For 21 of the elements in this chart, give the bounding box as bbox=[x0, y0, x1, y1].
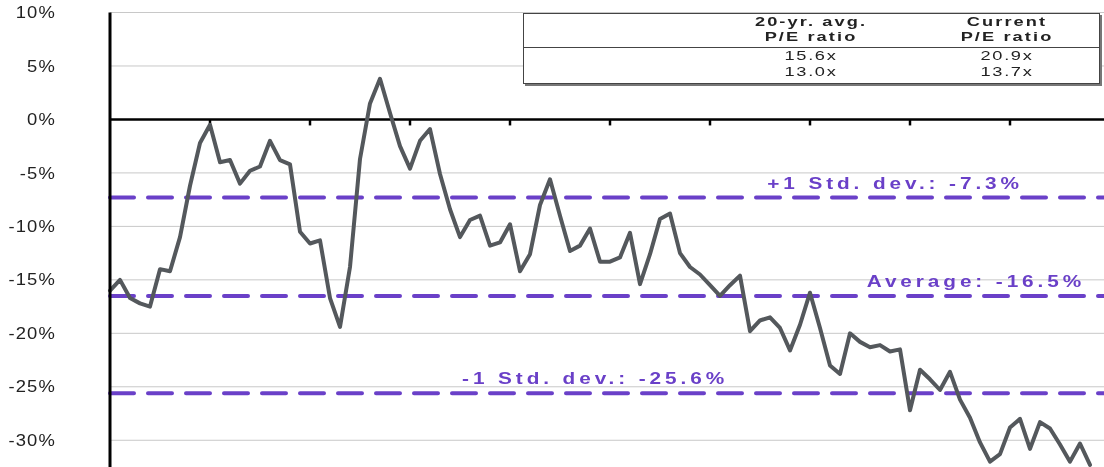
y-tick-label: -30% bbox=[8, 431, 56, 450]
y-tick-label: -10% bbox=[8, 217, 56, 236]
ref-line-label: +1 Std. dev.: -7.3% bbox=[767, 173, 1023, 192]
annotation: P/E ratio bbox=[960, 29, 1054, 44]
y-tick-label: -25% bbox=[8, 377, 56, 397]
y-tick-label: 10% bbox=[15, 3, 56, 22]
annotation: 13.0x bbox=[784, 64, 838, 79]
y-tick-label: -5% bbox=[19, 163, 56, 183]
y-tick-label: -20% bbox=[8, 324, 56, 343]
ref-line-label: Average: -16.5% bbox=[866, 272, 1086, 291]
annotation: P/E ratio bbox=[764, 29, 858, 44]
annotation: 20.9x bbox=[980, 47, 1034, 63]
ref-line-label: -1 Std. dev.: -25.6% bbox=[462, 369, 729, 388]
annotation: 15.6x bbox=[784, 47, 838, 63]
line-series bbox=[108, 76, 1092, 467]
annotation: Current bbox=[966, 14, 1048, 29]
y-tick-label: 5% bbox=[27, 56, 56, 76]
annotation: 13.7x bbox=[980, 64, 1034, 79]
y-tick-label: 0% bbox=[27, 110, 56, 129]
y-tick-label: -15% bbox=[8, 270, 56, 290]
annotation: 20-yr. avg. bbox=[754, 14, 868, 29]
